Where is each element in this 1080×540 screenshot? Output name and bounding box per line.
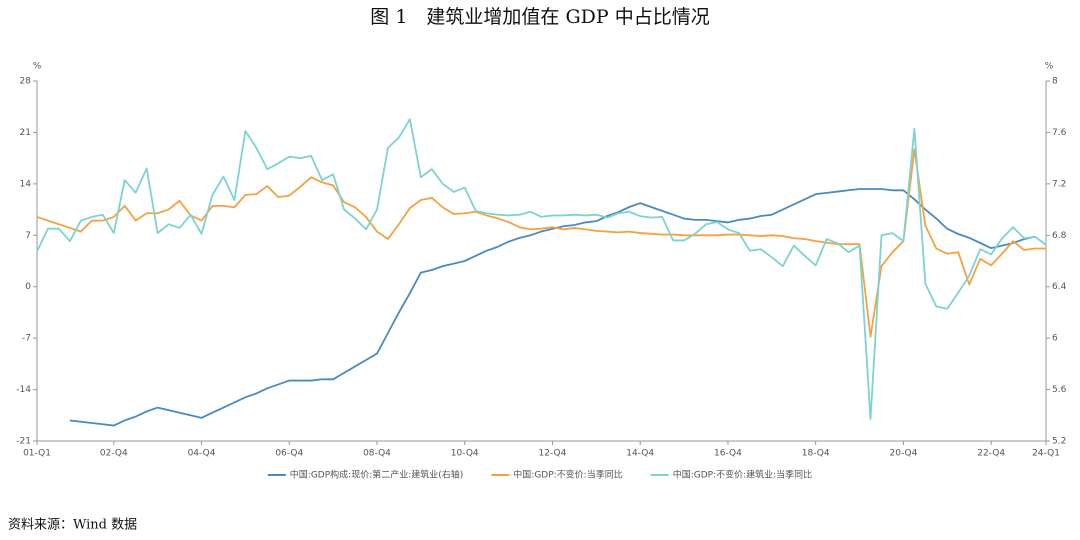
y-tick-label: 28	[20, 77, 32, 87]
x-tick-label: 16-Q4	[714, 449, 742, 459]
y2-tick-label: 5.2	[1052, 437, 1066, 447]
y2-tick-label: 7.6	[1052, 128, 1067, 138]
x-tick-label: 18-Q4	[802, 449, 830, 459]
x-tick-label: 24-Q1	[1032, 449, 1060, 459]
series-line	[36, 148, 1046, 338]
legend-label: 中国:GDP构成:现价:第二产业:建筑业(右轴)	[290, 469, 463, 481]
y2-tick-label: 8	[1052, 77, 1058, 87]
source-note: 资料来源：Wind 数据	[8, 518, 137, 533]
y-tick-label: 21	[20, 128, 31, 138]
series-line	[69, 188, 1036, 427]
y2-tick-label: 6.4	[1052, 282, 1067, 292]
legend-label: 中国:GDP:不变价:当季同比	[513, 469, 622, 481]
y-unit: %	[33, 62, 42, 72]
x-tick-label: 22-Q4	[977, 449, 1005, 459]
y2-tick-label: 5.6	[1052, 385, 1067, 395]
y2-unit: %	[1045, 62, 1054, 72]
x-tick-label: 01-Q1	[23, 449, 51, 459]
x-tick-label: 04-Q4	[188, 449, 216, 459]
y-tick-label: -14	[16, 385, 31, 395]
y2-tick-label: 6	[1052, 334, 1058, 344]
y2-tick-label: 6.8	[1052, 231, 1067, 241]
x-tick-label: 06-Q4	[275, 449, 303, 459]
x-tick-label: 08-Q4	[363, 449, 391, 459]
legend-label: 中国:GDP:不变价:建筑业:当季同比	[673, 469, 812, 481]
y-tick-label: 7	[25, 231, 31, 241]
x-tick-label: 14-Q4	[626, 449, 654, 459]
y-tick-label: -21	[16, 437, 31, 447]
x-tick-label: 12-Q4	[539, 449, 567, 459]
y-tick-label: 0	[25, 282, 31, 292]
y-tick-label: 14	[20, 179, 32, 189]
y2-tick-label: 7.2	[1052, 179, 1066, 189]
x-tick-label: 20-Q4	[890, 449, 918, 459]
series-line	[36, 118, 1047, 420]
chart-title: 图 1 建筑业增加值在 GDP 中占比情况	[370, 6, 709, 28]
x-tick-label: 02-Q4	[100, 449, 128, 459]
x-tick-label: 10-Q4	[451, 449, 479, 459]
y-tick-label: -7	[22, 334, 31, 344]
